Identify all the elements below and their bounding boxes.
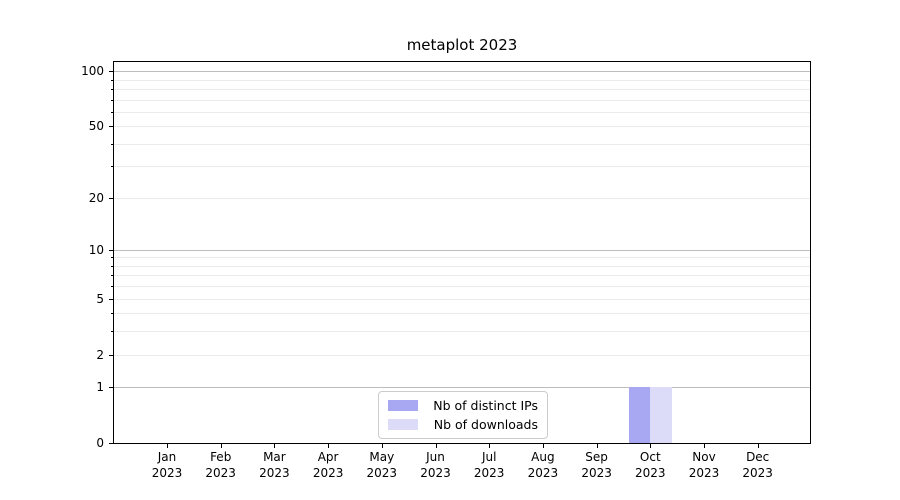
x-tick-label: Aug 2023 (527, 450, 559, 480)
y-tick-mark (109, 249, 113, 251)
x-tick-mark (220, 443, 222, 448)
major-gridline (114, 387, 810, 389)
minor-gridline (114, 143, 810, 145)
legend: Nb of distinct IPs Nb of downloads (378, 391, 548, 439)
minor-gridline (114, 286, 810, 288)
legend-swatch-distinct-ips-icon (388, 399, 418, 411)
major-gridline (114, 71, 810, 72)
minor-gridline (114, 99, 810, 101)
minor-gridline (114, 298, 810, 300)
x-tick-label: Nov 2023 (688, 450, 720, 480)
x-tick-label: Sep 2023 (581, 450, 612, 480)
y-minor-tick-mark (111, 313, 113, 315)
bar-distinct-ips (628, 387, 651, 443)
y-tick-label: 1 (96, 380, 104, 395)
y-tick-mark (109, 71, 113, 72)
y-tick-label: 10 (88, 242, 104, 257)
x-tick-label: Dec 2023 (742, 450, 773, 480)
y-tick-mark (109, 197, 113, 199)
y-tick-mark (109, 354, 113, 356)
minor-gridline (114, 354, 810, 356)
y-tick-label: 5 (96, 291, 104, 306)
bar-downloads (650, 387, 672, 443)
y-tick-label: 0 (96, 436, 104, 450)
x-tick-label: Jan 2023 (151, 450, 183, 480)
minor-gridline (114, 275, 810, 277)
x-tick-label: Mar 2023 (259, 450, 290, 480)
legend-item-distinct-ips: Nb of distinct IPs (388, 397, 538, 413)
x-tick-mark (274, 443, 276, 448)
y-tick-label: 20 (88, 190, 104, 205)
x-tick-label: Jul 2023 (473, 450, 505, 480)
y-tick-mark (109, 387, 113, 389)
y-minor-tick-mark (111, 265, 113, 267)
x-tick-mark (542, 443, 544, 448)
y-tick-mark (109, 126, 113, 128)
minor-gridline (114, 257, 810, 259)
y-minor-tick-mark (111, 166, 113, 168)
y-minor-tick-mark (111, 286, 113, 288)
y-tick-label: 50 (88, 119, 104, 134)
x-tick-label: Jun 2023 (420, 450, 451, 480)
minor-gridline (114, 331, 810, 333)
minor-gridline (114, 111, 810, 113)
x-tick-mark (757, 443, 759, 448)
y-tick-mark (109, 443, 113, 444)
x-tick-label: Oct 2023 (635, 450, 666, 480)
x-tick-mark (596, 443, 598, 448)
x-tick-mark (650, 443, 652, 448)
x-tick-label: May 2023 (366, 450, 398, 480)
legend-item-downloads: Nb of downloads (388, 416, 538, 432)
y-tick-label: 100 (81, 64, 104, 78)
x-tick-mark (489, 443, 491, 448)
y-minor-tick-mark (111, 79, 113, 81)
y-minor-tick-mark (111, 111, 113, 113)
y-minor-tick-mark (111, 88, 113, 90)
plot-area (113, 61, 811, 444)
y-tick-label: 2 (96, 347, 104, 362)
x-tick-mark (381, 443, 383, 448)
legend-swatch-downloads-icon (388, 418, 418, 430)
legend-label-downloads: Nb of downloads (433, 416, 538, 432)
y-minor-tick-mark (111, 99, 113, 101)
minor-gridline (114, 265, 810, 267)
x-tick-mark (435, 443, 437, 448)
legend-label-distinct-ips: Nb of distinct IPs (433, 397, 538, 413)
y-minor-tick-mark (111, 257, 113, 259)
y-minor-tick-mark (111, 275, 113, 277)
y-minor-tick-mark (111, 331, 113, 333)
major-gridline (114, 249, 810, 251)
minor-gridline (114, 197, 810, 199)
y-minor-tick-mark (111, 143, 113, 145)
minor-gridline (114, 79, 810, 81)
y-tick-mark (109, 298, 113, 300)
minor-gridline (114, 88, 810, 90)
x-tick-label: Feb 2023 (205, 450, 236, 480)
minor-gridline (114, 126, 810, 128)
minor-gridline (114, 166, 810, 168)
minor-gridline (114, 313, 810, 315)
x-tick-mark (704, 443, 705, 448)
x-tick-mark (167, 443, 168, 448)
x-tick-mark (328, 443, 330, 448)
chart-title: metaplot 2023 (406, 36, 518, 54)
x-tick-label: Apr 2023 (312, 450, 344, 480)
